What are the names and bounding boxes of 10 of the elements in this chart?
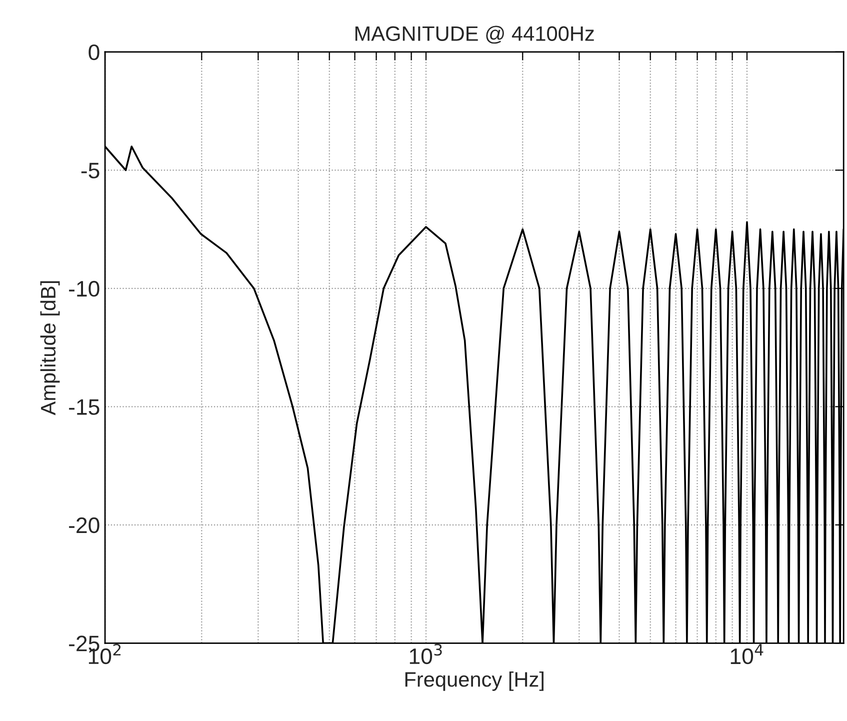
y-tick-label: -5 xyxy=(81,162,100,178)
y-tick-label: -15 xyxy=(69,399,100,415)
x-tick-label: 10$^{4}$ xyxy=(730,644,764,664)
y-tick-label: 0 xyxy=(88,44,100,60)
chart-title: MAGNITUDE @ 44100Hz xyxy=(355,26,594,44)
x-axis-title: Frequency [Hz] xyxy=(405,671,544,691)
x-tick-label: 10$^{3}$ xyxy=(410,644,442,664)
y-axis-title: Amplitude [dB] xyxy=(40,281,60,416)
y-tick-label: -20 xyxy=(69,517,100,534)
y-tick-label: -10 xyxy=(69,280,100,297)
